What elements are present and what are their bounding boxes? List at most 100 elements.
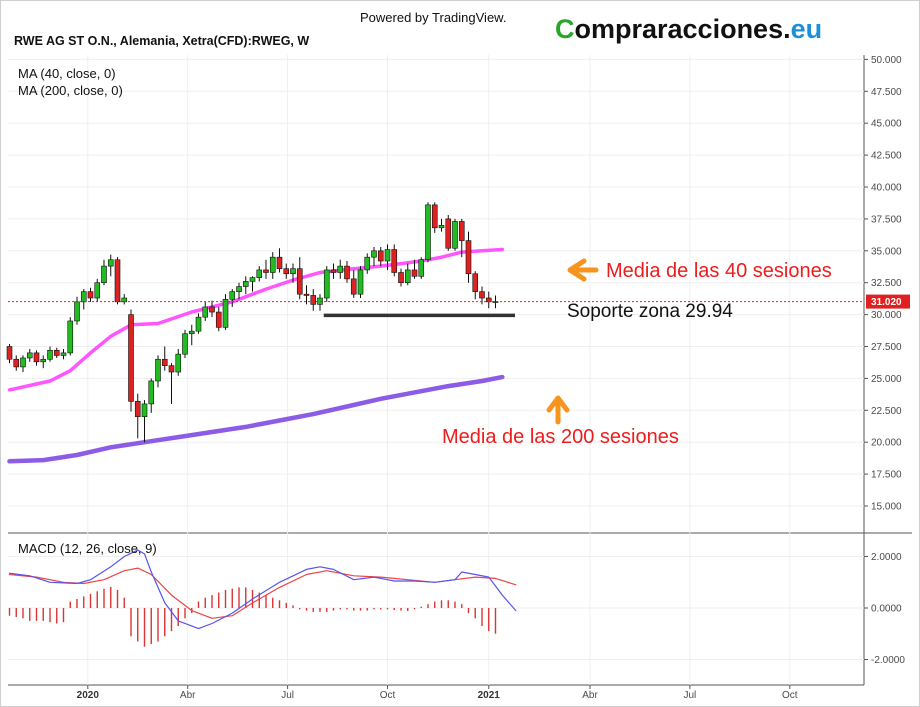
- candle-body: [40, 358, 47, 363]
- arrow-up-icon: [546, 395, 570, 425]
- price-axis-ticks: 15.000 17.500 20.000 22.500 25.000 27.500 30.0…: [864, 55, 902, 513]
- y-tick-label: 17.500: [871, 470, 902, 481]
- candle-body: [128, 314, 134, 402]
- ma200-legend-label: MA (200, close, 0): [18, 83, 123, 98]
- candle-body: [290, 268, 296, 275]
- candle-body: [479, 291, 485, 299]
- candle-body: [60, 352, 67, 356]
- candle-body: [276, 256, 283, 269]
- candle-body: [418, 259, 425, 277]
- last-price-label: 31.020: [871, 297, 902, 308]
- ma40-annotation: Media de las 40 sesiones: [606, 260, 832, 282]
- y-tick-label: 50.000: [871, 55, 902, 66]
- ma40-line: [7, 247, 505, 392]
- x-tick-label: Jul: [281, 690, 294, 701]
- y-tick-label: -2.0000: [871, 655, 905, 666]
- candle-body: [101, 265, 107, 283]
- x-tick-label: Abr: [582, 690, 598, 701]
- candle-body: [114, 259, 121, 303]
- candle-body: [465, 240, 472, 275]
- candle-body: [310, 295, 317, 305]
- arrow-left-icon: [567, 258, 599, 282]
- time-axis-ticks: 2020 Abr Jul Oct 2021 Abr Jul Oct: [77, 685, 798, 701]
- macd-axis-ticks: -2.0000 0.0000 2.0000: [864, 552, 905, 666]
- candle-body: [377, 250, 384, 262]
- candle-body: [6, 346, 13, 360]
- y-tick-label: 37.500: [871, 214, 902, 225]
- candle-body: [67, 320, 74, 354]
- candle-body: [398, 272, 404, 284]
- y-tick-label: 20.000: [871, 438, 902, 449]
- candle-body: [242, 281, 249, 287]
- candle-body: [263, 269, 269, 273]
- candle-body: [107, 259, 114, 267]
- y-tick-label: 40.000: [871, 183, 902, 194]
- candle-body: [384, 249, 391, 262]
- candle-body: [33, 352, 40, 363]
- chart-title: RWE AG ST O.N., Alemania, Xetra(CFD):RWE…: [14, 34, 309, 48]
- candle-body: [188, 330, 195, 335]
- candle-body: [344, 265, 350, 280]
- candle-body: [209, 306, 215, 313]
- candle-body: [26, 352, 33, 359]
- candle-body: [283, 268, 290, 275]
- y-tick-label: 47.500: [871, 87, 902, 98]
- candle-body: [47, 350, 53, 360]
- y-tick-label: 45.000: [871, 119, 902, 130]
- macd-lines: [8, 549, 517, 630]
- candle-body: [431, 204, 438, 229]
- support-annotation: Soporte zona 29.94: [567, 301, 733, 322]
- macd-histogram: [8, 586, 497, 647]
- candlestick-series: [6, 202, 499, 443]
- x-tick-label: Oct: [782, 690, 798, 701]
- candle-body: [364, 256, 371, 271]
- y-tick-label: 27.500: [871, 342, 902, 353]
- candle-body: [94, 282, 101, 299]
- candle-body: [182, 333, 188, 355]
- candle-body: [74, 301, 80, 322]
- candle-body: [303, 293, 310, 296]
- ma200-annotation: Media de las 200 sesiones: [442, 426, 679, 448]
- candle-body: [350, 278, 357, 295]
- candle-body: [229, 291, 236, 300]
- brand-first-letter: C: [555, 14, 575, 44]
- candle-body: [141, 403, 148, 417]
- candle-body: [195, 316, 202, 332]
- x-tick-label: Oct: [380, 690, 396, 701]
- y-tick-label: 32.500: [871, 278, 902, 289]
- candle-body: [215, 311, 222, 328]
- candle-body: [371, 250, 377, 258]
- brand-suffix: eu: [791, 14, 823, 44]
- macd-legend-label: MACD (12, 26, close, 9): [18, 541, 157, 556]
- candle-body: [391, 249, 398, 273]
- ma40-legend-label: MA (40, close, 0): [18, 66, 116, 81]
- y-tick-label: 25.000: [871, 374, 902, 385]
- candle-body: [175, 353, 182, 373]
- x-tick-label: 2020: [77, 690, 100, 701]
- x-tick-label: Jul: [684, 690, 697, 701]
- candle-body: [296, 268, 303, 295]
- candle-body: [222, 298, 229, 328]
- candle-body: [236, 286, 242, 292]
- candle-body: [20, 357, 26, 368]
- candle-body: [13, 358, 20, 368]
- candle-body: [438, 224, 445, 229]
- y-tick-label: 0.0000: [871, 604, 902, 615]
- candle-body: [87, 291, 94, 299]
- ma200-line: [7, 374, 505, 464]
- candle-body: [134, 401, 141, 417]
- candle-body: [161, 358, 168, 366]
- candle-body: [411, 269, 418, 277]
- candle-body: [269, 256, 276, 273]
- candle-body: [249, 277, 256, 282]
- y-tick-label: 2.0000: [871, 552, 902, 563]
- x-tick-label: Abr: [180, 690, 196, 701]
- last-price-tag: [866, 294, 910, 309]
- gridlines: [8, 55, 864, 685]
- candle-body: [357, 269, 364, 295]
- ma200-series: [7, 374, 505, 464]
- candle-body: [323, 269, 330, 299]
- brand-logo: Compraracciones.eu: [555, 14, 822, 44]
